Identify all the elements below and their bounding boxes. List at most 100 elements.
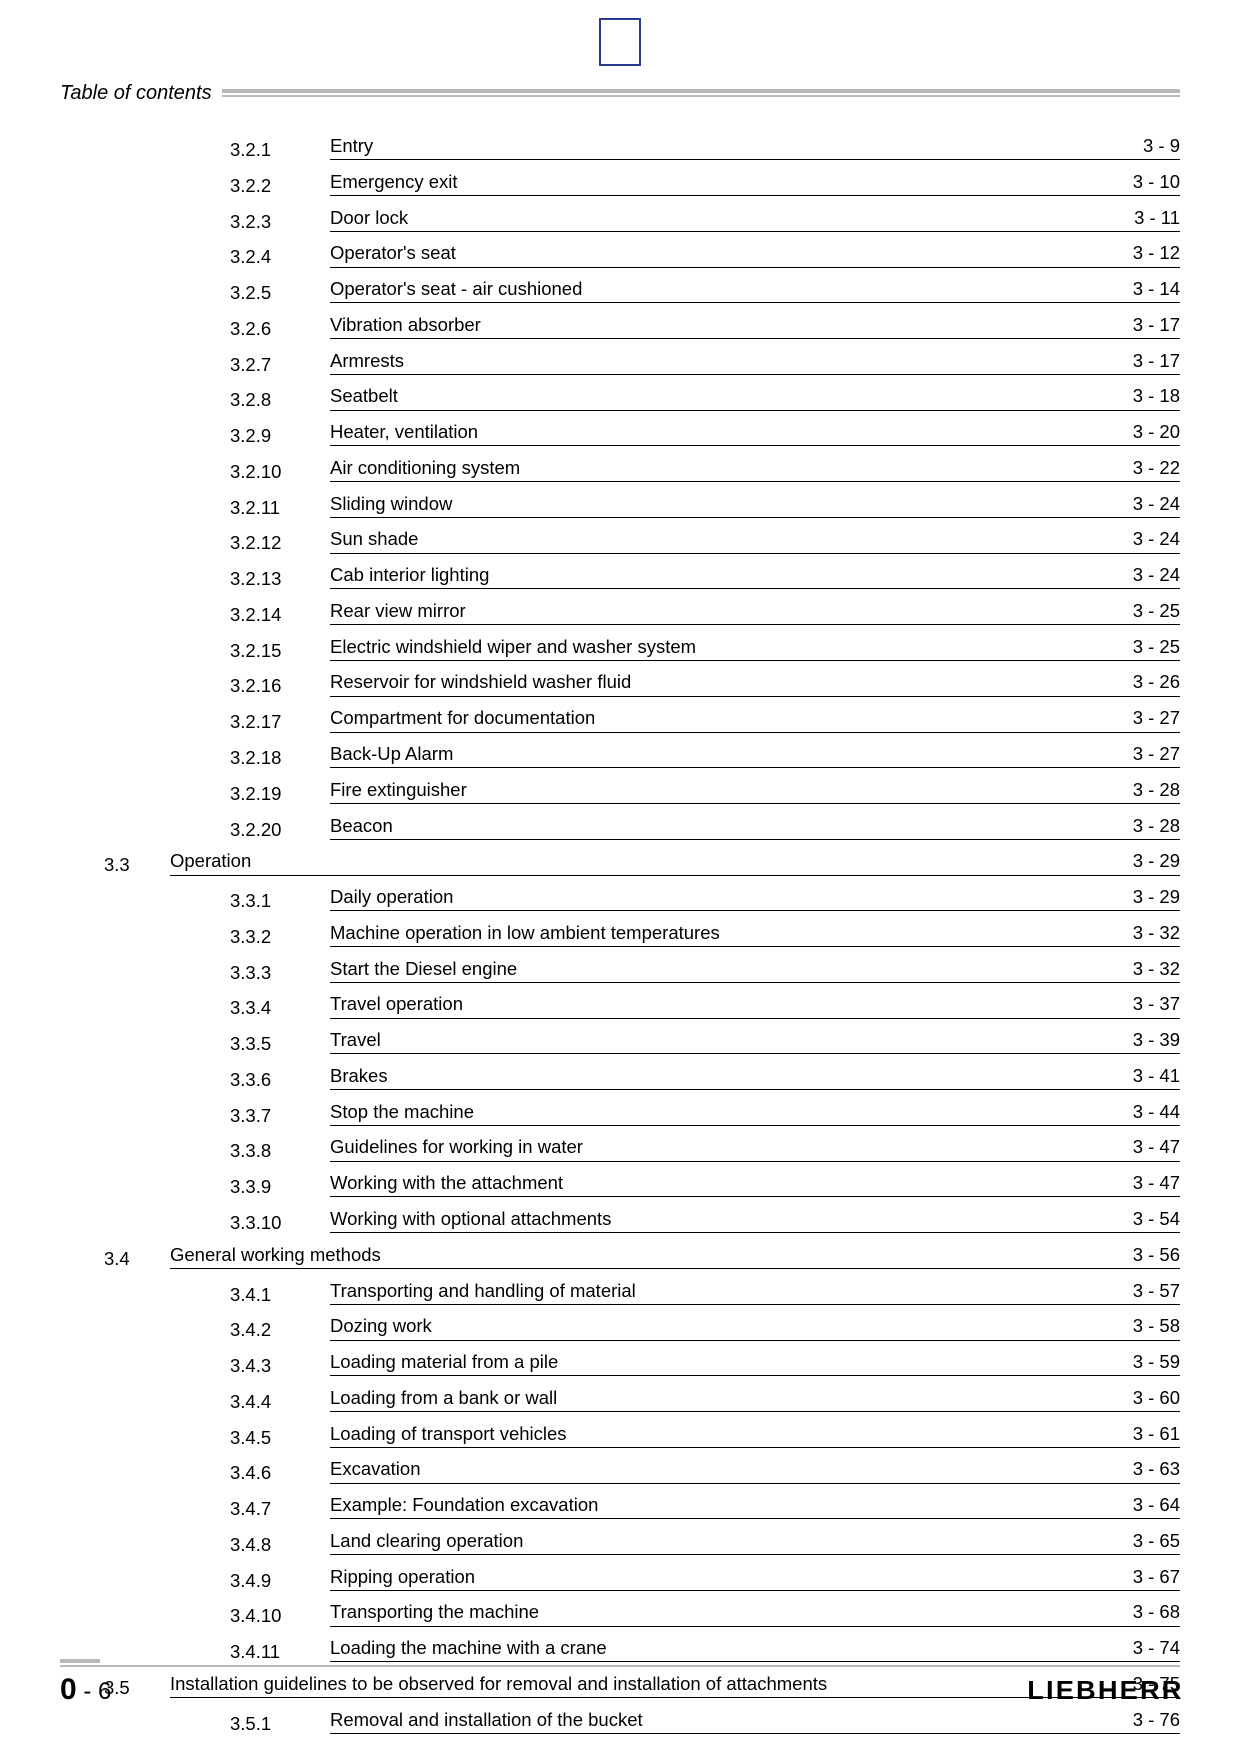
table-of-contents: 3.2.1Entry3 - 93.2.2Emergency exit3 - 10…	[60, 135, 1180, 1744]
toc-item-page: 3 - 14	[1100, 278, 1180, 299]
toc-item-page: 3 - 25	[1100, 600, 1180, 621]
toc-item-page: 3 - 37	[1100, 993, 1180, 1014]
toc-item-line: Emergency exit3 - 10	[330, 171, 1180, 196]
toc-item-row: 3.4.7Example: Foundation excavation3 - 6…	[60, 1494, 1180, 1519]
toc-item-line: Sun shade3 - 24	[330, 528, 1180, 553]
footer: 0 - 6 LIEBHERR	[60, 1673, 1180, 1707]
toc-item-title: Rear view mirror	[330, 600, 1100, 621]
toc-item-number: 3.3.8	[230, 1140, 330, 1161]
toc-item-page: 3 - 47	[1100, 1136, 1180, 1157]
toc-item-row: 3.2.2Emergency exit3 - 10	[60, 171, 1180, 196]
toc-item-title: Compartment for documentation	[330, 707, 1100, 728]
toc-item-page: 3 - 27	[1100, 743, 1180, 764]
brand-text: LIEBHERR	[1027, 1675, 1183, 1706]
toc-item-page: 3 - 54	[1100, 1208, 1180, 1229]
toc-item-line: Sliding window3 - 24	[330, 493, 1180, 518]
toc-item-title: Example: Foundation excavation	[330, 1494, 1100, 1515]
toc-item-line: Loading material from a pile3 - 59	[330, 1351, 1180, 1376]
toc-item-number: 3.4.3	[230, 1355, 330, 1376]
toc-item-row: 3.2.18Back-Up Alarm3 - 27	[60, 743, 1180, 768]
toc-item-number: 3.4.8	[230, 1534, 330, 1555]
toc-item-row: 3.2.3Door lock3 - 11	[60, 207, 1180, 232]
toc-item-number: 3.2.9	[230, 425, 330, 446]
header: Table of contents	[60, 82, 1180, 105]
toc-item-page: 3 - 28	[1100, 815, 1180, 836]
toc-item-row: 3.2.4Operator's seat3 - 12	[60, 242, 1180, 267]
toc-item-line: Transporting and handling of material3 -…	[330, 1280, 1180, 1305]
toc-section-page: 3 - 56	[1100, 1244, 1180, 1265]
toc-item-page: 3 - 60	[1100, 1387, 1180, 1408]
toc-item-row: 3.4.10Transporting the machine3 - 68	[60, 1601, 1180, 1626]
toc-item-line: Seatbelt3 - 18	[330, 385, 1180, 410]
toc-item-number: 3.3.3	[230, 962, 330, 983]
toc-item-row: 3.4.9Ripping operation3 - 67	[60, 1566, 1180, 1591]
toc-item-number: 3.4.5	[230, 1427, 330, 1448]
toc-item-title: Back-Up Alarm	[330, 743, 1100, 764]
toc-item-page: 3 - 24	[1100, 564, 1180, 585]
toc-item-title: Fire extinguisher	[330, 779, 1100, 800]
toc-item-page: 3 - 39	[1100, 1029, 1180, 1050]
toc-item-page: 3 - 47	[1100, 1172, 1180, 1193]
toc-item-title: Land clearing operation	[330, 1530, 1100, 1551]
toc-item-title: Travel	[330, 1029, 1100, 1050]
toc-item-number: 3.4.10	[230, 1605, 330, 1626]
toc-item-row: 3.3.2Machine operation in low ambient te…	[60, 922, 1180, 947]
toc-item-page: 3 - 63	[1100, 1458, 1180, 1479]
toc-item-title: Cab interior lighting	[330, 564, 1100, 585]
toc-item-row: 3.2.14Rear view mirror3 - 25	[60, 600, 1180, 625]
toc-item-number: 3.3.10	[230, 1212, 330, 1233]
toc-item-number: 3.4.9	[230, 1570, 330, 1591]
toc-item-row: 3.4.1Transporting and handling of materi…	[60, 1280, 1180, 1305]
toc-section-title: General working methods	[170, 1244, 1100, 1265]
header-rule	[222, 89, 1180, 99]
toc-item-page: 3 - 12	[1100, 242, 1180, 263]
toc-item-row: 3.2.5Operator's seat - air cushioned3 - …	[60, 278, 1180, 303]
toc-item-number: 3.4.7	[230, 1498, 330, 1519]
footer-rule	[60, 1659, 1180, 1667]
toc-item-title: Brakes	[330, 1065, 1100, 1086]
toc-item-number: 3.2.8	[230, 389, 330, 410]
toc-item-line: Start the Diesel engine3 - 32	[330, 958, 1180, 983]
toc-section-number: 3.4	[60, 1248, 170, 1269]
toc-item-title: Working with optional attachments	[330, 1208, 1100, 1229]
toc-item-line: Door lock3 - 11	[330, 207, 1180, 232]
toc-item-row: 3.3.4Travel operation3 - 37	[60, 993, 1180, 1018]
toc-item-row: 3.3.6Brakes3 - 41	[60, 1065, 1180, 1090]
toc-item-row: 3.3.7Stop the machine3 - 44	[60, 1101, 1180, 1126]
toc-item-row: 3.2.10Air conditioning system3 - 22	[60, 457, 1180, 482]
toc-item-row: 3.2.19Fire extinguisher3 - 28	[60, 779, 1180, 804]
toc-item-line: Vibration absorber3 - 17	[330, 314, 1180, 339]
toc-item-page: 3 - 28	[1100, 779, 1180, 800]
toc-item-number: 3.2.3	[230, 211, 330, 232]
toc-item-page: 3 - 74	[1100, 1637, 1180, 1658]
toc-item-line: Loading of transport vehicles3 - 61	[330, 1423, 1180, 1448]
footer-page-num: 6	[98, 1678, 111, 1705]
top-page-marker	[599, 18, 641, 66]
toc-item-page: 3 - 76	[1100, 1709, 1180, 1730]
toc-item-page: 3 - 41	[1100, 1065, 1180, 1086]
toc-item-number: 3.2.10	[230, 461, 330, 482]
toc-item-line: Compartment for documentation3 - 27	[330, 707, 1180, 732]
toc-item-page: 3 - 27	[1100, 707, 1180, 728]
toc-item-line: Machine operation in low ambient tempera…	[330, 922, 1180, 947]
toc-item-line: Heater, ventilation3 - 20	[330, 421, 1180, 446]
toc-item-number: 3.2.15	[230, 640, 330, 661]
toc-item-number: 3.2.18	[230, 747, 330, 768]
toc-item-title: Guidelines for working in water	[330, 1136, 1100, 1157]
toc-item-row: 3.2.8Seatbelt3 - 18	[60, 385, 1180, 410]
toc-item-line: Electric windshield wiper and washer sys…	[330, 636, 1180, 661]
toc-section-line: Operation3 - 29	[170, 850, 1180, 875]
toc-item-title: Heater, ventilation	[330, 421, 1100, 442]
toc-item-line: Daily operation3 - 29	[330, 886, 1180, 911]
toc-item-line: Fire extinguisher3 - 28	[330, 779, 1180, 804]
toc-item-page: 3 - 24	[1100, 528, 1180, 549]
toc-item-page: 3 - 32	[1100, 958, 1180, 979]
toc-item-number: 3.4.4	[230, 1391, 330, 1412]
toc-item-page: 3 - 61	[1100, 1423, 1180, 1444]
toc-item-line: Working with the attachment3 - 47	[330, 1172, 1180, 1197]
toc-item-number: 3.2.6	[230, 318, 330, 339]
toc-item-row: 3.4.4Loading from a bank or wall3 - 60	[60, 1387, 1180, 1412]
toc-item-title: Beacon	[330, 815, 1100, 836]
toc-item-title: Daily operation	[330, 886, 1100, 907]
toc-item-line: Reservoir for windshield washer fluid3 -…	[330, 671, 1180, 696]
